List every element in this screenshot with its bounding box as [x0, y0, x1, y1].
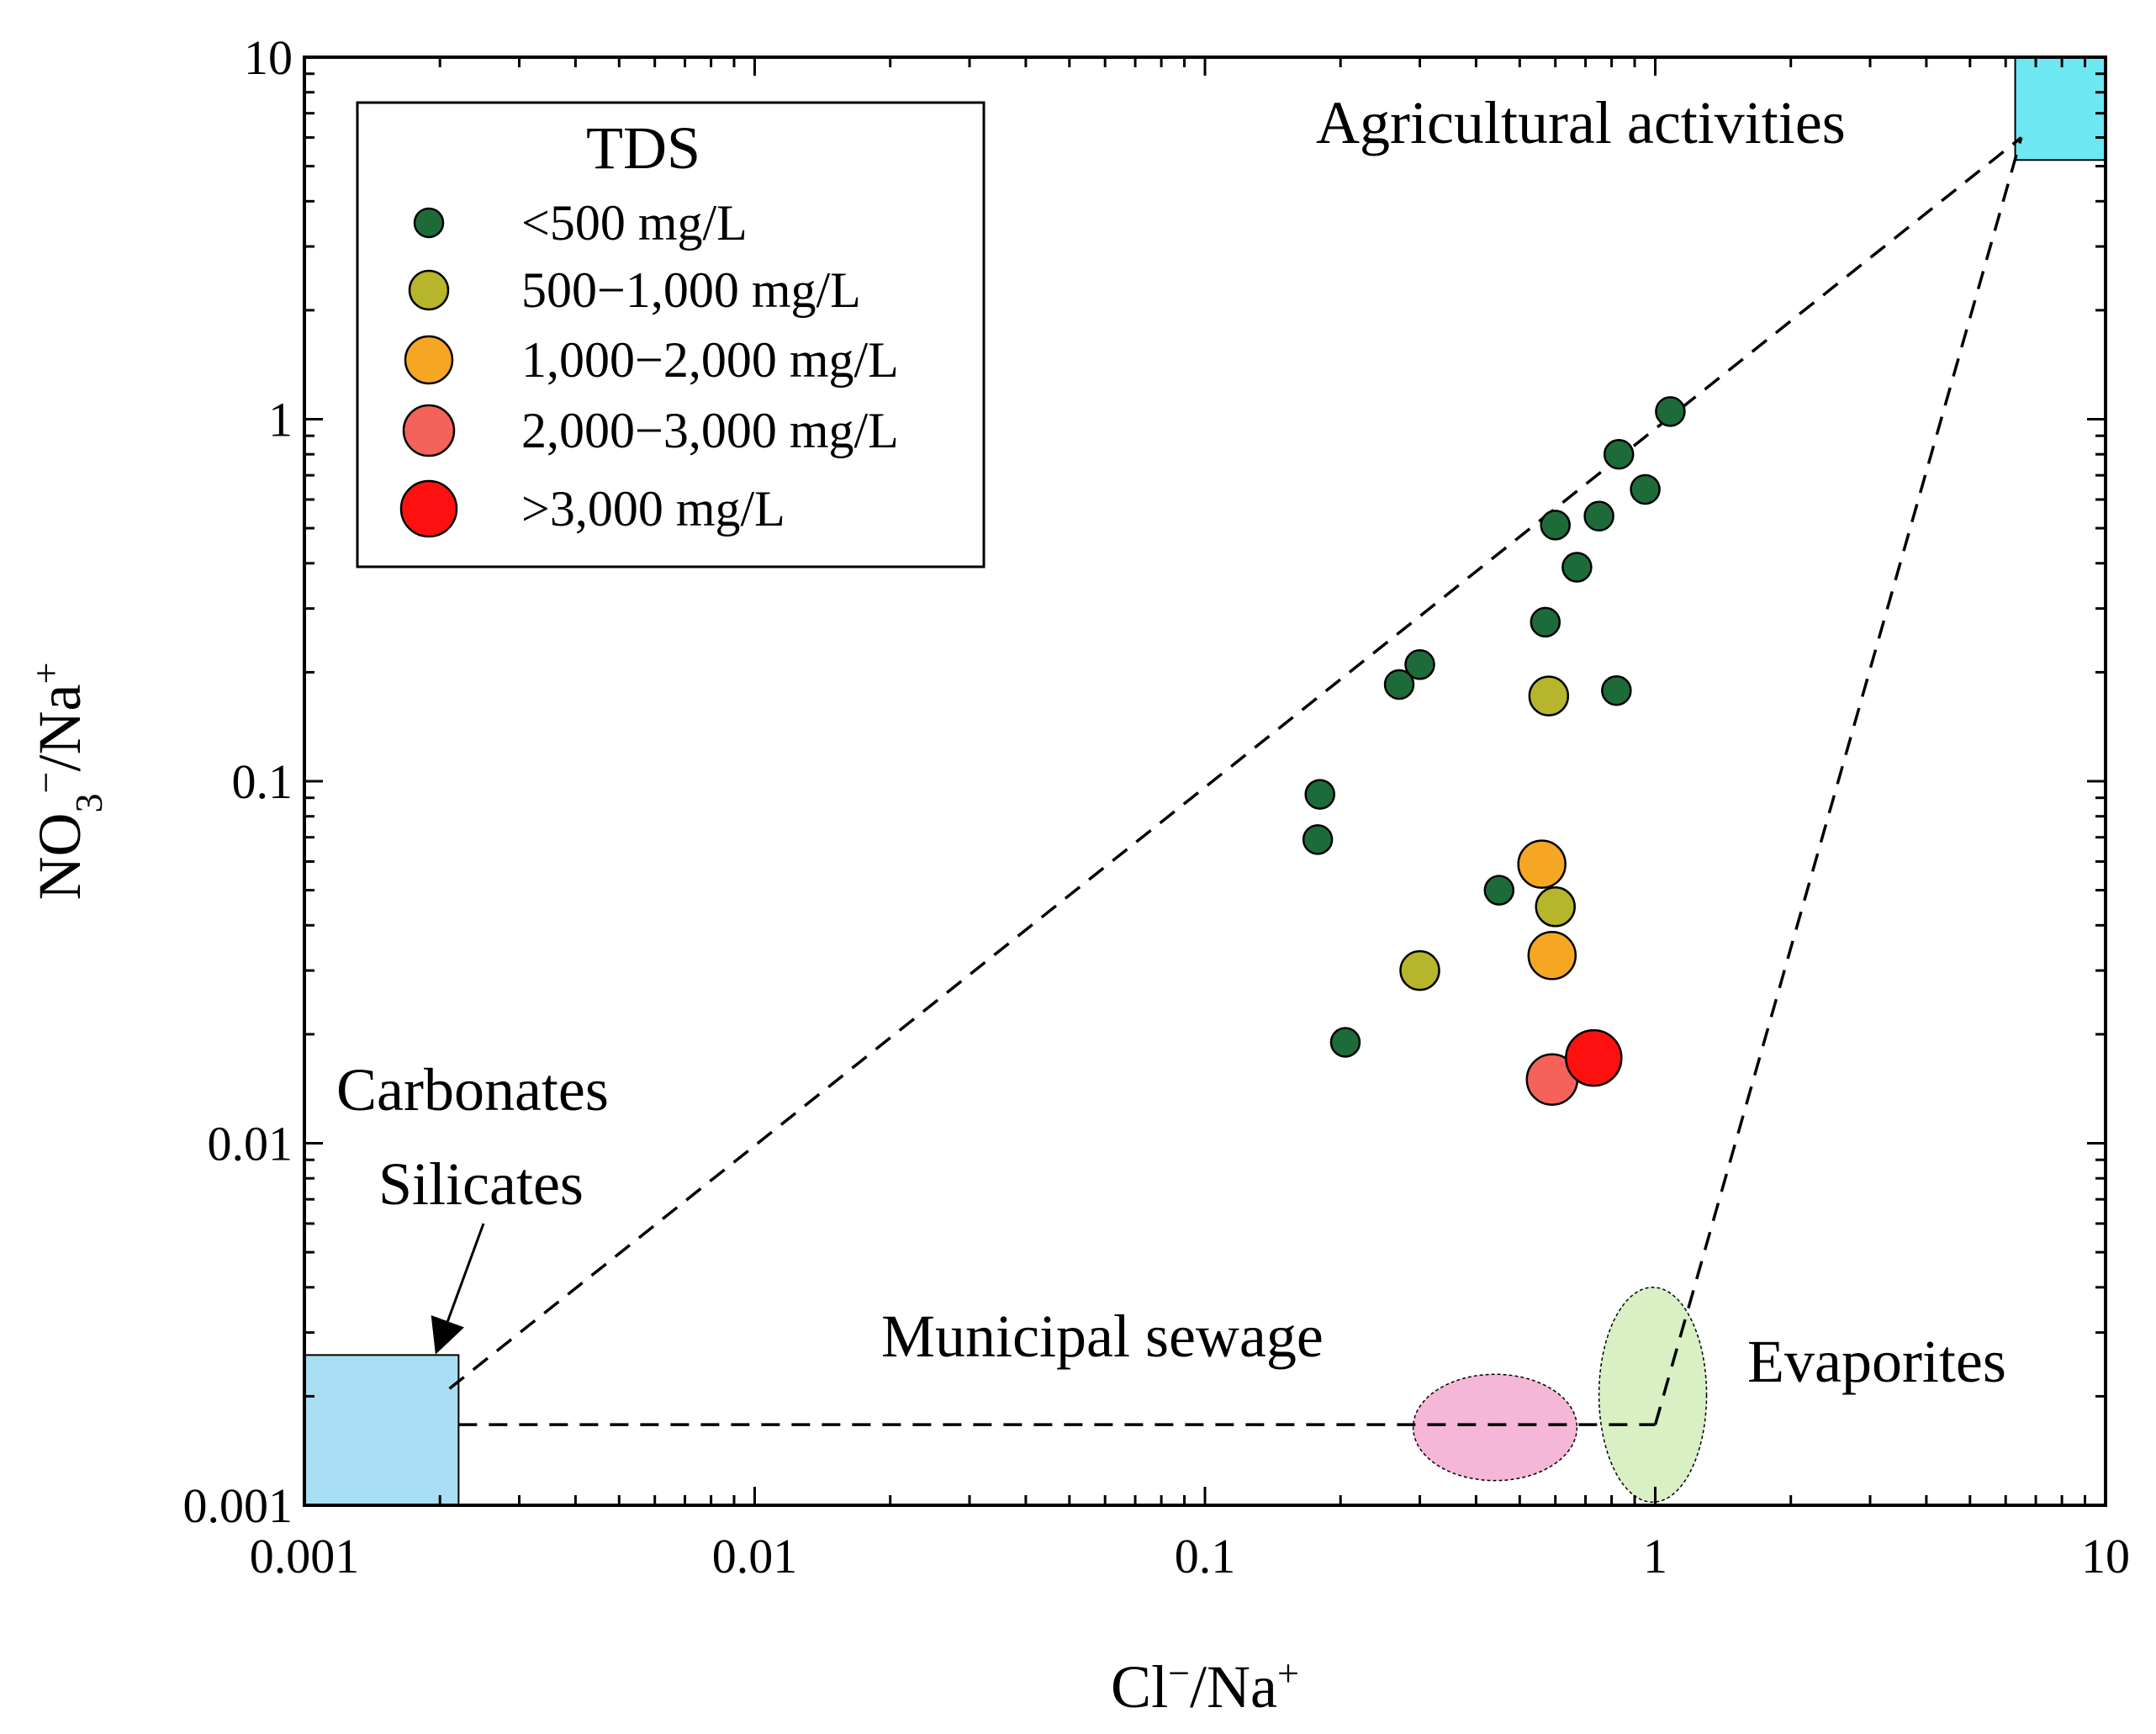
legend-title: TDS	[586, 114, 700, 182]
data-point	[1655, 396, 1686, 427]
label-municipal-sewage: Municipal sewage	[881, 1303, 1324, 1370]
data-point	[1630, 473, 1661, 505]
data-point	[1517, 839, 1567, 889]
legend-box	[356, 101, 986, 568]
data-point	[1565, 1028, 1623, 1087]
legend-marker-gt3000	[399, 479, 458, 538]
guide-line-3	[1653, 137, 2023, 1425]
label-silicates: Silicates	[378, 1150, 584, 1218]
data-point	[1304, 779, 1335, 810]
legend-label-gt3000: >3,000 mg/L	[521, 481, 785, 537]
data-point	[1530, 606, 1562, 638]
legend-label-2000_3000: 2,000−3,000 mg/L	[521, 403, 899, 458]
data-point	[1399, 949, 1440, 991]
data-point	[1527, 931, 1577, 981]
y-tick-label: 1	[268, 393, 293, 447]
silicates-arrow	[431, 1223, 485, 1355]
legend-marker-500_1000	[408, 269, 450, 311]
y-tick-label: 0.01	[208, 1117, 293, 1171]
guide-line-1	[448, 136, 2022, 1390]
x-axis-title: Cl−/Na+	[1111, 1652, 1299, 1721]
legend-marker-2000_3000	[402, 404, 456, 457]
y-axis-title: NO3−/Na+	[24, 663, 110, 901]
legend-label-500_1000: 500−1,000 mg/L	[521, 262, 861, 318]
legend-marker-1000_2000	[404, 335, 454, 385]
data-point	[1483, 875, 1515, 906]
label-evaporites: Evaporites	[1747, 1328, 2006, 1395]
data-point	[1535, 886, 1576, 928]
data-point	[1562, 552, 1593, 583]
data-point	[1528, 675, 1570, 716]
data-point	[1302, 824, 1334, 855]
data-point	[1404, 649, 1435, 680]
data-point	[1583, 500, 1614, 531]
label-carbonates: Carbonates	[336, 1056, 609, 1123]
data-point	[1329, 1027, 1361, 1058]
legend: TDS <500 mg/L 500−1,000 mg/L 1,000−2,000 …	[356, 101, 986, 568]
x-tick-label: 1	[1643, 1529, 1667, 1583]
data-point	[1540, 510, 1571, 541]
y-tick-label: 0.001	[183, 1478, 293, 1533]
x-tick-label: 0.1	[1175, 1529, 1236, 1583]
region-evaporites	[1598, 1287, 1708, 1504]
x-tick-label: 0.01	[712, 1529, 798, 1583]
x-tick-label: 10	[2081, 1529, 2130, 1583]
region-municipal-sewage	[1412, 1373, 1578, 1482]
region-agricultural-activities	[2014, 57, 2106, 161]
legend-marker-lt500	[413, 207, 445, 239]
y-tick-label: 0.1	[232, 754, 293, 809]
data-point	[1603, 438, 1635, 470]
legend-label-lt500: <500 mg/L	[521, 195, 748, 251]
x-tick-label: 0.001	[250, 1529, 360, 1583]
label-agricultural-activities: Agricultural activities	[1316, 89, 1846, 156]
data-point	[1383, 669, 1415, 700]
data-point	[1601, 674, 1632, 706]
legend-label-1000_2000: 1,000−2,000 mg/L	[521, 332, 899, 388]
region-carbonates-silicates	[304, 1354, 460, 1505]
y-tick-label: 10	[244, 30, 293, 85]
